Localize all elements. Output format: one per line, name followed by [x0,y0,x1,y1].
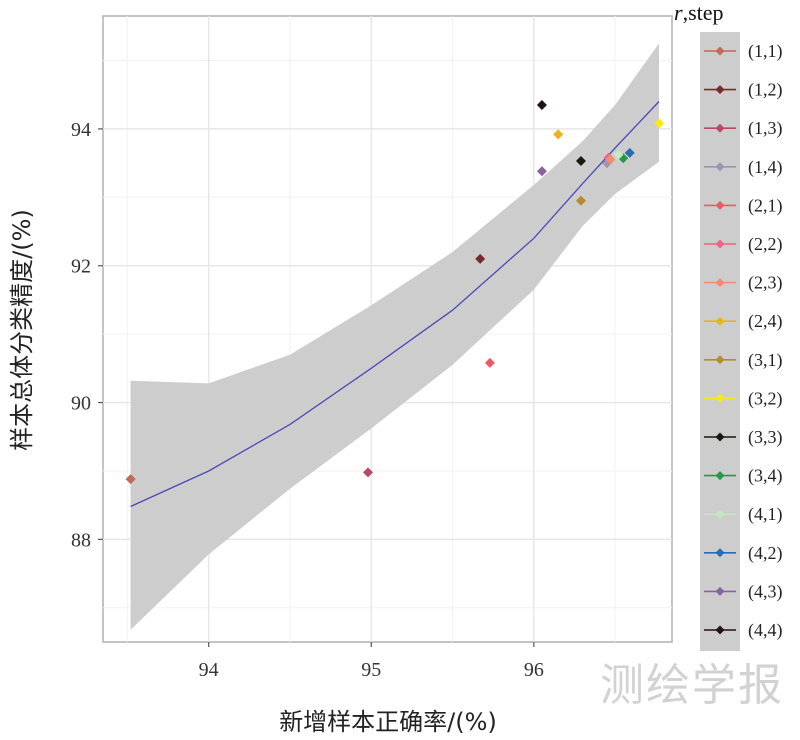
legend-title-italic: r [674,0,683,25]
y-tick-label: 88 [71,529,91,551]
y-axis: 88 90 92 94 [71,119,103,551]
legend-label: (4,1) [748,504,783,525]
legend-key-marker [715,471,725,481]
legend-item: (4,4) [704,620,783,641]
legend-item: (4,1) [704,504,783,525]
legend-item: (3,3) [704,427,783,448]
legend-item: (2,4) [704,311,783,332]
data-point [653,118,664,129]
data-point [605,154,616,165]
legend-item: (3,1) [704,350,783,371]
legend-title: r,step [674,0,724,25]
legend-label: (4,4) [748,620,783,641]
smooth-line-path [130,101,660,508]
legend-item: (1,3) [704,118,783,139]
legend-key-marker [715,393,725,403]
legend-label: (2,4) [748,311,783,332]
data-point [613,149,624,160]
legend-label: (2,3) [748,273,783,294]
legend: r,step (1,1) (1,2) (1,3) (1,4) (2,1) (2,2) (2,… [674,0,783,651]
legend-key-marker [715,625,725,635]
x-tick-label: 94 [199,659,219,681]
smooth-line [130,101,660,508]
legend-key-marker [715,586,725,596]
legend-key-marker [715,239,725,249]
y-axis-title: 样本总体分类精度/(%) [8,209,36,451]
data-point [362,467,373,478]
legend-label: (1,4) [748,157,783,178]
legend-label: (3,4) [748,466,783,487]
legend-label: (3,1) [748,350,783,371]
data-point [484,357,495,368]
legend-item: (2,1) [704,195,783,216]
y-tick-label: 90 [71,393,91,415]
legend-key-marker [715,548,725,558]
legend-key-marker [715,432,725,442]
legend-label: (1,3) [748,118,783,139]
legend-key-background [700,32,740,651]
x-tick-label: 95 [361,659,381,681]
legend-key-marker [715,278,725,288]
legend-item: (2,2) [704,234,783,255]
legend-label: (2,2) [748,234,783,255]
data-point [536,99,547,110]
legend-title-rest: ,step [683,0,724,25]
legend-key-marker [715,316,725,326]
y-tick-label: 94 [71,119,91,141]
confidence-band-area [130,43,660,630]
legend-item: (3,2) [704,388,783,409]
legend-item: (3,4) [704,466,783,487]
legend-label: (1,1) [748,41,783,62]
legend-item: (4,3) [704,581,783,602]
legend-key-marker [715,123,725,133]
legend-key-marker [715,355,725,365]
legend-item: (2,3) [704,273,783,294]
legend-label: (2,1) [748,195,783,216]
y-tick-label: 92 [71,256,91,278]
legend-key-marker [715,200,725,210]
legend-label: (4,3) [748,581,783,602]
legend-key-marker [715,509,725,519]
data-point [125,474,136,485]
legend-label: (3,2) [748,388,783,409]
legend-key-marker [715,85,725,95]
data-point [624,147,635,158]
data-point [575,156,586,167]
data-point [536,166,547,177]
watermark: 测绘学报 [600,660,784,711]
legend-item: (1,4) [704,157,783,178]
legend-label: (4,2) [748,543,783,564]
legend-label: (3,3) [748,427,783,448]
legend-label: (1,2) [748,80,783,101]
legend-key-marker [715,162,725,172]
confidence-band [130,43,660,630]
legend-item: (1,2) [704,80,783,101]
data-point [575,195,586,206]
data-point [475,253,486,264]
data-points [125,99,664,485]
x-tick-label: 96 [524,659,544,681]
legend-item: (1,1) [704,41,783,62]
data-point [553,129,564,140]
legend-item: (4,2) [704,543,783,564]
x-axis-title: 新增样本正确率/(%) [279,708,497,736]
legend-key-marker [715,46,725,56]
x-axis: 94 95 96 [199,642,544,681]
